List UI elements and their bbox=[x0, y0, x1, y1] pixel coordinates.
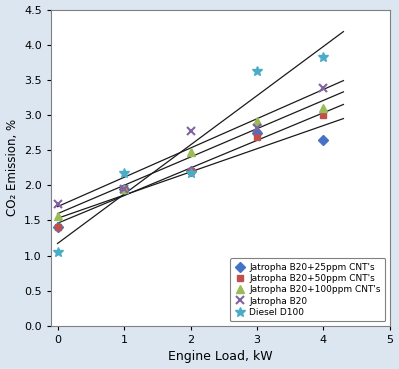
Jatropha B20+25ppm CNT's bbox=[188, 169, 193, 173]
Line: Jatropha B20: Jatropha B20 bbox=[53, 84, 328, 208]
Line: Diesel D100: Diesel D100 bbox=[53, 52, 328, 257]
Jatropha B20 bbox=[122, 187, 126, 191]
Jatropha B20 bbox=[255, 125, 259, 130]
Diesel D100 bbox=[55, 250, 60, 254]
Jatropha B20 bbox=[55, 202, 60, 207]
Diesel D100 bbox=[122, 170, 126, 175]
Jatropha B20+50ppm CNT's bbox=[122, 187, 126, 191]
Y-axis label: CO₂ Emission, %: CO₂ Emission, % bbox=[6, 119, 19, 216]
Jatropha B20+50ppm CNT's bbox=[255, 135, 259, 140]
Jatropha B20+100ppm CNT's bbox=[55, 213, 60, 218]
Line: Jatropha B20+50ppm CNT's: Jatropha B20+50ppm CNT's bbox=[54, 111, 327, 231]
Jatropha B20 bbox=[321, 86, 326, 90]
Jatropha B20+25ppm CNT's bbox=[255, 130, 259, 135]
Line: Jatropha B20+25ppm CNT's: Jatropha B20+25ppm CNT's bbox=[54, 129, 327, 231]
Jatropha B20+25ppm CNT's bbox=[122, 187, 126, 191]
Diesel D100 bbox=[188, 170, 193, 175]
Diesel D100 bbox=[321, 55, 326, 59]
X-axis label: Engine Load, kW: Engine Load, kW bbox=[168, 351, 273, 363]
Jatropha B20+100ppm CNT's bbox=[255, 118, 259, 123]
Jatropha B20+100ppm CNT's bbox=[122, 187, 126, 191]
Jatropha B20+25ppm CNT's bbox=[55, 225, 60, 230]
Jatropha B20+100ppm CNT's bbox=[321, 106, 326, 110]
Jatropha B20+25ppm CNT's bbox=[321, 137, 326, 142]
Jatropha B20+50ppm CNT's bbox=[55, 225, 60, 230]
Jatropha B20 bbox=[188, 129, 193, 133]
Diesel D100 bbox=[255, 69, 259, 73]
Line: Jatropha B20+100ppm CNT's: Jatropha B20+100ppm CNT's bbox=[53, 104, 328, 220]
Jatropha B20+100ppm CNT's bbox=[188, 150, 193, 155]
Jatropha B20+50ppm CNT's bbox=[321, 113, 326, 117]
Jatropha B20+50ppm CNT's bbox=[188, 169, 193, 173]
Legend: Jatropha B20+25ppm CNT's, Jatropha B20+50ppm CNT's, Jatropha B20+100ppm CNT's, J: Jatropha B20+25ppm CNT's, Jatropha B20+5… bbox=[231, 258, 385, 321]
